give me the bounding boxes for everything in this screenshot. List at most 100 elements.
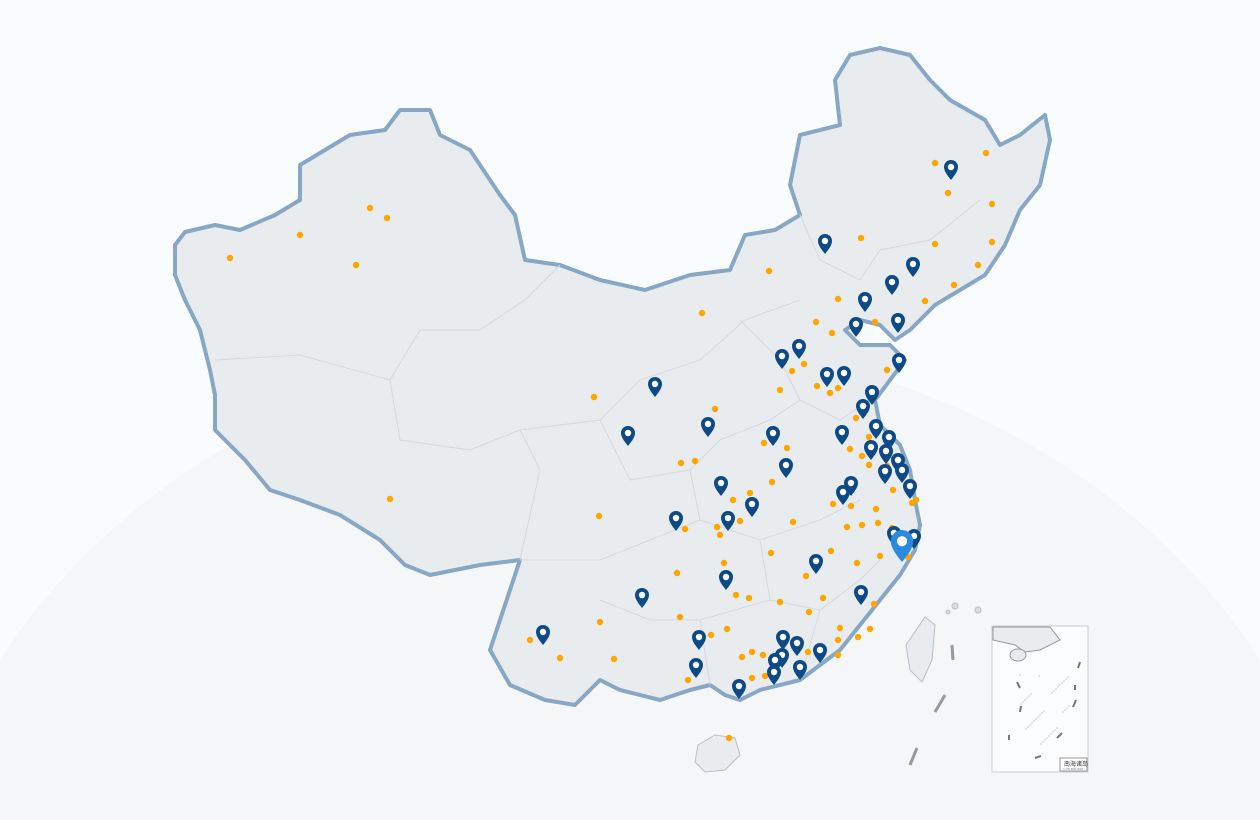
city-dot xyxy=(876,552,884,560)
map-pin-icon[interactable] xyxy=(719,570,733,590)
map-pin-icon[interactable] xyxy=(669,511,683,531)
map-pin-icon[interactable] xyxy=(849,317,863,337)
map-pin-icon[interactable] xyxy=(818,234,832,254)
city-dot xyxy=(889,486,897,494)
city-dot xyxy=(834,651,842,659)
map-pin-icon[interactable] xyxy=(891,313,905,333)
south-china-sea-inset: 南海诸岛 1:35 000 000 xyxy=(991,625,1089,773)
city-dot xyxy=(725,734,733,742)
map-pin-icon[interactable] xyxy=(865,385,879,405)
map-pin-icon[interactable] xyxy=(895,463,909,483)
map-pin-icon[interactable] xyxy=(621,426,635,446)
city-dot xyxy=(834,295,842,303)
city-dot xyxy=(834,636,842,644)
map-pin-icon[interactable] xyxy=(809,554,823,574)
city-dot xyxy=(804,648,812,656)
city-dot xyxy=(846,445,854,453)
small-islands xyxy=(945,602,982,615)
map-pin-icon[interactable] xyxy=(721,511,735,531)
city-dot xyxy=(805,608,813,616)
city-dot xyxy=(556,654,564,662)
map-pin-icon[interactable] xyxy=(869,419,883,439)
city-dot xyxy=(732,591,740,599)
city-dot xyxy=(813,382,821,390)
map-pin-icon[interactable] xyxy=(892,353,906,373)
city-dot xyxy=(988,238,996,246)
map-pin-icon[interactable] xyxy=(813,643,827,663)
map-pin-icon[interactable] xyxy=(903,479,917,499)
map-pin-icon[interactable] xyxy=(854,585,868,605)
city-dot xyxy=(819,594,827,602)
city-dot xyxy=(707,631,715,639)
city-dot xyxy=(676,613,684,621)
city-dot xyxy=(826,389,834,397)
city-dot xyxy=(526,636,534,644)
mainland-outline xyxy=(173,46,1052,773)
map-pin-icon[interactable] xyxy=(864,440,878,460)
map-pin-icon[interactable] xyxy=(835,425,849,445)
city-dot xyxy=(296,231,304,239)
map-pin-icon[interactable] xyxy=(836,485,850,505)
city-dot xyxy=(783,444,791,452)
map-pin-icon[interactable] xyxy=(714,476,728,496)
map-pin-icon[interactable] xyxy=(775,349,789,369)
map-pin-icon[interactable] xyxy=(732,679,746,699)
city-dot xyxy=(865,461,873,469)
map-pin-icon[interactable] xyxy=(790,636,804,656)
map-pin-icon[interactable] xyxy=(792,339,806,359)
city-dot xyxy=(386,495,394,503)
map-pin-icon[interactable] xyxy=(906,257,920,277)
city-dot xyxy=(854,633,862,641)
city-dot xyxy=(610,655,618,663)
city-dot xyxy=(800,360,808,368)
map-pin-icon[interactable] xyxy=(536,625,550,645)
inset-scale: 1:35 000 000 xyxy=(1063,767,1083,771)
map-pin-icon[interactable] xyxy=(878,464,892,484)
nine-dash-line xyxy=(908,644,955,766)
map-pin-icon[interactable] xyxy=(745,497,759,517)
taiwan-island xyxy=(905,616,936,683)
city-dot xyxy=(723,625,731,633)
map-pin-icon[interactable] xyxy=(701,417,715,437)
city-dot xyxy=(912,496,920,504)
city-dot xyxy=(596,618,604,626)
city-dot xyxy=(982,149,990,157)
city-dot xyxy=(853,559,861,567)
city-dot xyxy=(748,674,756,682)
city-dot xyxy=(729,496,737,504)
city-dot xyxy=(720,559,728,567)
map-pin-icon[interactable] xyxy=(856,399,870,419)
city-dot xyxy=(866,625,874,633)
city-dot xyxy=(759,651,767,659)
map-pin-icon[interactable] xyxy=(648,377,662,397)
city-dot xyxy=(834,384,842,392)
city-dot xyxy=(858,452,866,460)
map-pin-icon[interactable] xyxy=(879,444,893,464)
map-pin-icon[interactable] xyxy=(858,292,872,312)
map-pin-icon[interactable] xyxy=(837,366,851,386)
city-markers[interactable] xyxy=(536,160,958,699)
hainan-island xyxy=(694,734,741,773)
city-dot xyxy=(691,457,699,465)
map-pin-icon[interactable] xyxy=(885,275,899,295)
city-dot xyxy=(677,459,685,467)
map-pin-icon[interactable] xyxy=(689,658,703,678)
city-dot xyxy=(836,624,844,632)
city-dot xyxy=(698,309,706,317)
city-dot xyxy=(716,531,724,539)
map-pin-icon[interactable] xyxy=(793,660,807,680)
city-dot xyxy=(760,439,768,447)
map-pin-icon[interactable] xyxy=(779,458,793,478)
map-pin-icon[interactable] xyxy=(635,588,649,608)
map-pin-icon[interactable] xyxy=(692,630,706,650)
map-pin-icon[interactable] xyxy=(776,630,790,650)
city-dot xyxy=(746,489,754,497)
map-pin-icon[interactable] xyxy=(767,665,781,685)
map-pin-selected-icon[interactable] xyxy=(890,530,914,562)
map-pin-icon[interactable] xyxy=(820,367,834,387)
city-dot xyxy=(776,598,784,606)
map-pin-icon[interactable] xyxy=(766,426,780,446)
map-pin-icon[interactable] xyxy=(944,160,958,180)
city-dot xyxy=(761,672,769,680)
